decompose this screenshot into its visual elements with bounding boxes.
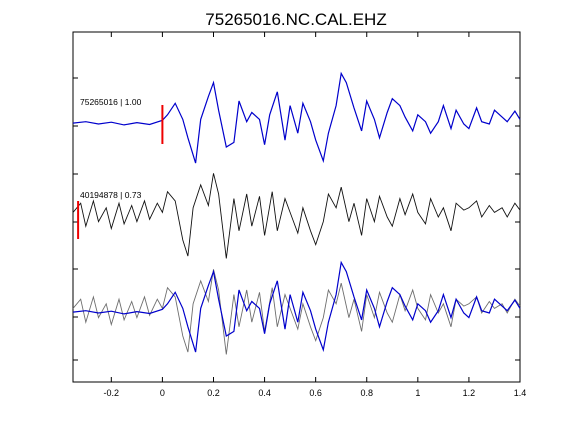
x-tick-label: 0.6: [309, 388, 322, 398]
trace-annotation: 75265016 | 1.00: [80, 97, 142, 107]
x-tick-label: 0: [160, 388, 165, 398]
x-axis: -0.2 0 0.2 0.4 0.6 0.8 1 1.2 1.4: [104, 32, 527, 398]
x-tick-label: 1.4: [514, 388, 527, 398]
x-tick-label: 1.2: [463, 388, 476, 398]
x-tick-label: -0.2: [104, 388, 120, 398]
trace-group: 75265016 | 1.00 40194878 | 0.73: [72, 71, 521, 355]
x-tick-label: 0.4: [258, 388, 271, 398]
overlay-trace-blue: [72, 260, 521, 353]
trace-75265016: [72, 71, 521, 164]
plot-frame: [72, 31, 521, 383]
x-tick-label: 0.2: [207, 388, 220, 398]
x-tick-label: 1: [415, 388, 420, 398]
x-tick-label: 0.8: [360, 388, 373, 398]
y-tick-group: [73, 77, 520, 361]
overlay-trace-gray: [72, 269, 521, 355]
trace-40194878: [72, 173, 521, 259]
chart-title: 75265016.NC.CAL.EHZ: [205, 10, 386, 29]
trace-annotation: 40194878 | 0.73: [80, 190, 142, 200]
